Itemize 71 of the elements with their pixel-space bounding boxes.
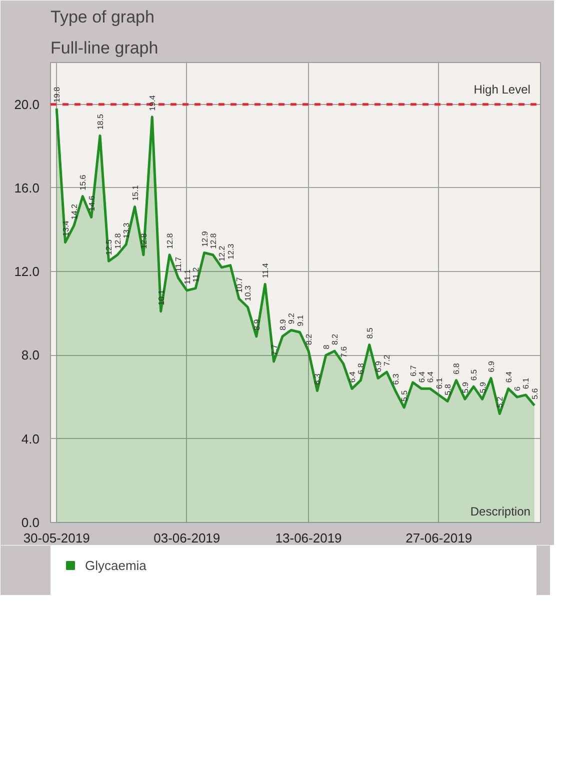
text: 5.9 xyxy=(460,382,470,394)
annotation: Description xyxy=(470,504,530,518)
text: 15.6 xyxy=(78,174,88,190)
text: 8.9 xyxy=(252,319,262,330)
text: 6.5 xyxy=(470,369,479,381)
text: 6 xyxy=(513,386,522,392)
text: 7.2 xyxy=(382,354,392,366)
text: 18.5 xyxy=(96,114,106,130)
y-tick-label: 8.0 xyxy=(21,348,40,363)
text: 6.4 xyxy=(426,372,436,383)
x-tick-label: 27-06-2019 xyxy=(406,530,472,546)
text: 6.4 xyxy=(417,372,426,383)
text: 14.2 xyxy=(70,204,79,220)
text: Full-line graph xyxy=(50,38,158,58)
text: 6.1 xyxy=(522,378,531,389)
text: 10.1 xyxy=(156,290,166,306)
text: 6.4 xyxy=(348,372,357,383)
text: 6.3 xyxy=(391,374,400,385)
text: 6.3 xyxy=(313,374,322,385)
text: 9.2 xyxy=(287,313,296,324)
text: 19.4 xyxy=(148,95,158,111)
text: 6.1 xyxy=(434,378,444,389)
text: 19.8 xyxy=(52,86,62,102)
text: 11.7 xyxy=(174,256,184,272)
text: 5.2 xyxy=(496,396,505,408)
text: 5.8 xyxy=(444,384,453,396)
text: 12.8 xyxy=(166,233,175,249)
text: 13.4 xyxy=(61,220,70,236)
legend-label: Glycaemia xyxy=(85,558,146,572)
text: 12.8 xyxy=(113,233,122,249)
y-tick-label: 4.0 xyxy=(21,431,40,446)
text: 6.9 xyxy=(486,361,496,372)
text: 7.6 xyxy=(339,346,348,358)
text: 10.7 xyxy=(235,277,244,293)
text: 6.7 xyxy=(408,365,418,376)
text: 11.1 xyxy=(182,269,192,284)
text: 11.4 xyxy=(261,263,270,278)
text: 8.2 xyxy=(330,334,340,346)
x-tick-label: 13-06-2019 xyxy=(275,530,342,546)
text: 5.6 xyxy=(530,388,540,400)
text: 12.9 xyxy=(200,231,210,247)
text: 15.1 xyxy=(130,185,140,201)
text: 14.6 xyxy=(87,196,96,212)
y-tick-label: 20.0 xyxy=(14,96,40,112)
text: 12.5 xyxy=(104,240,114,256)
text: 12.8 xyxy=(139,233,148,249)
text: 8.9 xyxy=(278,319,288,330)
text: 6.4 xyxy=(504,372,514,383)
y-tick-label: 12.0 xyxy=(14,264,40,280)
text: 5.5 xyxy=(400,390,410,402)
ref-line-label: High Level xyxy=(474,82,530,96)
text: 13.3 xyxy=(122,222,132,238)
text: 12.2 xyxy=(218,246,227,262)
y-tick-label: 0.0 xyxy=(21,515,40,530)
text: 8.5 xyxy=(365,328,374,339)
y-tick-label: 16.0 xyxy=(14,180,40,196)
text: 10.3 xyxy=(244,286,253,302)
text: 6.8 xyxy=(356,363,366,374)
x-tick-label: 03-06-2019 xyxy=(154,530,220,546)
text: 9.1 xyxy=(296,315,305,326)
text: Type of graph xyxy=(50,8,154,26)
text: 11.2 xyxy=(192,267,201,282)
x-tick-label: 30-05-2019 xyxy=(23,530,90,546)
text: 7.7 xyxy=(270,344,279,356)
text: 5.9 xyxy=(478,382,488,394)
text: 8.2 xyxy=(304,334,314,346)
text: 12.8 xyxy=(208,233,218,249)
text: 6.8 xyxy=(452,363,462,374)
text: 6.9 xyxy=(374,361,384,372)
text: 8 xyxy=(322,344,331,350)
text: 12.3 xyxy=(226,244,236,260)
